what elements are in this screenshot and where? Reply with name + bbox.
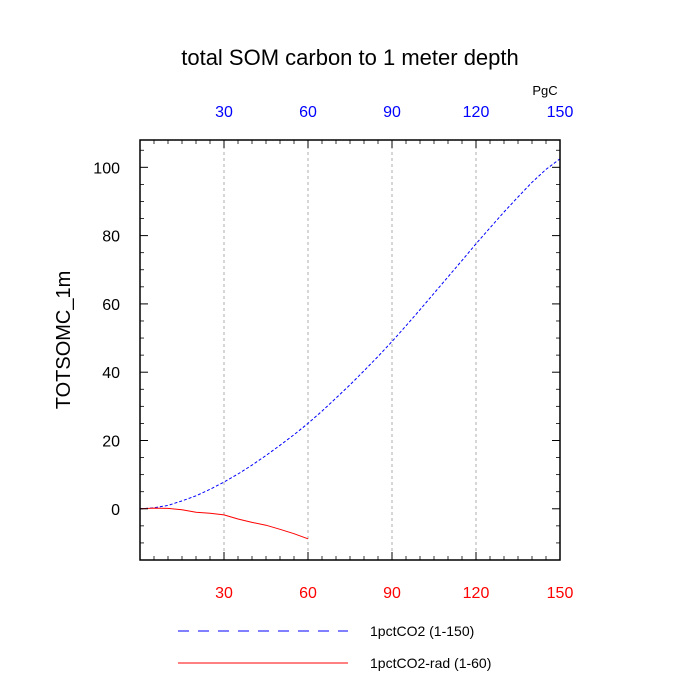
x-tick-label-top: 60 <box>299 104 317 121</box>
y-tick-label: 20 <box>102 433 120 450</box>
y-tick-label: 60 <box>102 297 120 314</box>
x-tick-label-top: 90 <box>383 104 401 121</box>
x-tick-label-top: 120 <box>463 104 490 121</box>
grid-lines <box>223 140 477 560</box>
x-tick-label-bottom: 90 <box>383 585 401 602</box>
y-axis-label: TOTSOMC_1m <box>53 271 75 410</box>
legend-label-2: 1pctCO2-rad (1-60) <box>370 655 491 671</box>
legend: 1pctCO2 (1-150) 1pctCO2-rad (1-60) <box>178 623 491 671</box>
x-tick-label-top: 150 <box>547 104 574 121</box>
series-line-1 <box>139 158 561 510</box>
units-label: PgC <box>532 83 557 98</box>
series-lines <box>139 158 561 540</box>
x-tick-label-bottom: 30 <box>215 585 233 602</box>
y-tick-label: 80 <box>102 229 120 246</box>
plot-frame <box>139 139 561 561</box>
x-tick-label-top: 30 <box>215 104 233 121</box>
series-line-2 <box>139 507 309 540</box>
legend-label-1: 1pctCO2 (1-150) <box>370 623 474 639</box>
x-tick-label-bottom: 150 <box>547 585 574 602</box>
y-tick-label: 100 <box>93 160 120 177</box>
chart-title: total SOM carbon to 1 meter depth <box>181 45 519 70</box>
x-tick-label-bottom: 60 <box>299 585 317 602</box>
y-tick-label: 40 <box>102 365 120 382</box>
x-tick-label-bottom: 120 <box>463 585 490 602</box>
axis-ticks: 30 60 90 120 150 30 60 90 120 150 0 20 40 60 80 100 <box>93 104 573 602</box>
y-tick-label: 0 <box>111 502 120 519</box>
